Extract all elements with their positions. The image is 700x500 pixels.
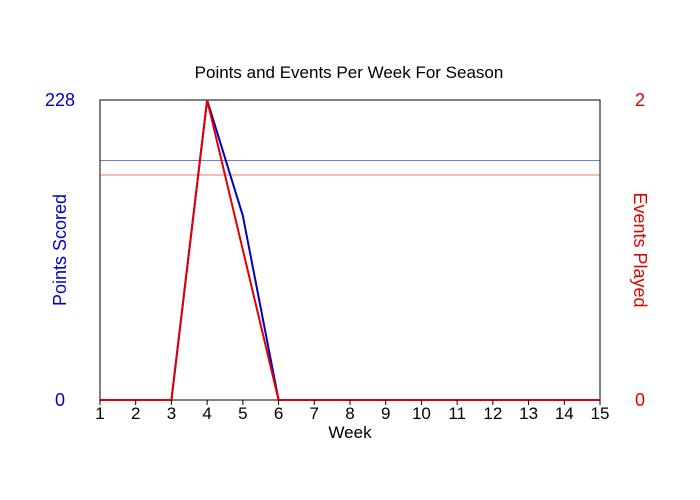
x-tick-label-13: 13 — [519, 404, 538, 423]
average-lines — [100, 160, 600, 176]
plot-area — [99, 99, 601, 401]
x-tick-label-15: 15 — [591, 404, 610, 423]
x-tick-label-5: 5 — [238, 404, 247, 423]
series-lines — [100, 99, 600, 401]
y-right-min-label: 0 — [635, 390, 645, 410]
x-tick-label-2: 2 — [131, 404, 140, 423]
x-tick-label-10: 10 — [412, 404, 431, 423]
chart-title: Points and Events Per Week For Season — [195, 63, 504, 82]
x-tick-label-12: 12 — [483, 404, 502, 423]
x-tick-label-11: 11 — [448, 404, 466, 423]
x-tick-label-8: 8 — [345, 404, 354, 423]
y-left-min-label: 0 — [55, 390, 65, 410]
x-tick-label-6: 6 — [274, 404, 283, 423]
series-line-0 — [100, 99, 600, 401]
x-tick-label-14: 14 — [555, 404, 574, 423]
x-axis-label: Week — [328, 423, 372, 442]
y-left-axis-label: Points Scored — [50, 194, 70, 306]
x-axis-ticks: 1 2 3 4 5 6 7 8 9 10 11 12 13 14 15 — [95, 400, 609, 423]
x-tick-label-1: 1 — [95, 404, 104, 423]
x-tick-label-9: 9 — [381, 404, 390, 423]
x-tick-label-3: 3 — [167, 404, 176, 423]
y-right-max-label: 2 — [635, 90, 645, 110]
y-left-max-label: 228 — [45, 90, 75, 110]
y-right-axis-label: Events Played — [630, 192, 650, 307]
series-line-1 — [100, 99, 600, 401]
x-tick-label-7: 7 — [310, 404, 319, 423]
x-tick-label-4: 4 — [202, 404, 211, 423]
